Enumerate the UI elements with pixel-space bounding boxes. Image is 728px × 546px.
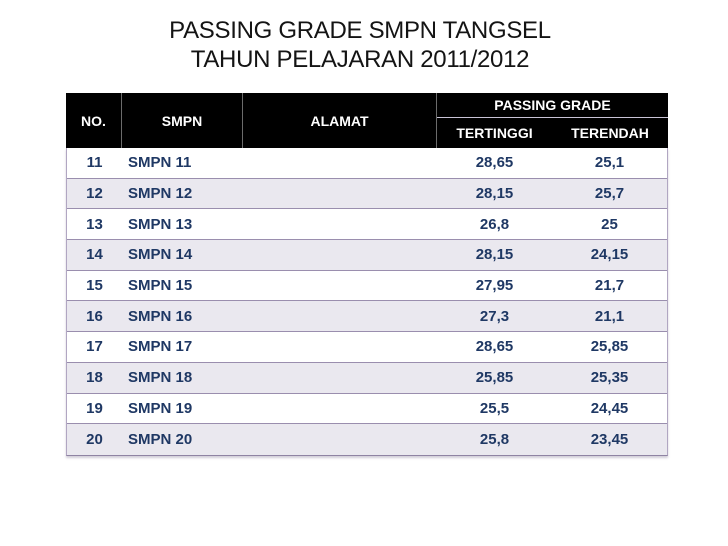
cell-terendah: 25,7 [594,185,625,203]
cell-terendah: 25,35 [590,369,629,387]
cell-alamat [243,271,437,301]
cell-alamat [243,301,437,331]
column-header-tertinggi: TERTINGGI [456,125,533,141]
table-row: 18 SMPN 18 25,85 25,35 [67,362,667,394]
cell-alamat [243,363,437,393]
cell-no: 15 [86,277,103,295]
cell-no: 14 [86,246,103,264]
cell-alamat [243,179,437,209]
cell-alamat [243,240,437,270]
cell-alamat [243,148,437,178]
cell-tertinggi: 28,65 [475,154,514,172]
cell-smpn: SMPN 11 [128,154,192,172]
cell-terendah: 24,15 [590,246,629,264]
column-header-passing-grade: PASSING GRADE [437,93,668,118]
column-header-smpn: SMPN [122,93,243,148]
cell-alamat [243,394,437,424]
table-row: 19 SMPN 19 25,5 24,45 [67,393,667,425]
cell-smpn: SMPN 17 [128,338,193,356]
table-row: 13 SMPN 13 26,8 25 [67,209,667,241]
cell-smpn: SMPN 16 [128,307,193,325]
cell-tertinggi: 25,8 [479,431,510,449]
cell-alamat [243,332,437,362]
cell-no: 12 [86,185,103,203]
cell-no: 16 [86,307,103,325]
cell-alamat [243,209,437,239]
cell-terendah: 23,45 [590,431,629,449]
cell-smpn: SMPN 13 [128,215,193,233]
cell-terendah: 25,85 [590,338,629,356]
cell-no: 11 [86,154,103,172]
slide-title: PASSING GRADE SMPN TANGSEL TAHUN PELAJAR… [0,16,720,74]
column-header-no: NO. [66,93,122,148]
cell-tertinggi: 25,5 [479,399,510,417]
cell-terendah: 24,45 [590,399,629,417]
column-header-terendah: TERENDAH [571,125,649,141]
cell-tertinggi: 28,15 [475,246,514,264]
table-row: 20 SMPN 20 25,8 23,45 [67,424,667,455]
cell-smpn: SMPN 20 [128,431,193,449]
cell-no: 18 [86,369,103,387]
cell-terendah: 21,7 [594,277,625,295]
cell-smpn: SMPN 19 [128,399,193,417]
cell-tertinggi: 28,15 [475,185,514,203]
table-row: 14 SMPN 14 28,15 24,15 [67,240,667,271]
table-row: 11 SMPN 11 28,65 25,1 [67,148,667,179]
cell-terendah: 25 [601,215,618,233]
title-line-1: PASSING GRADE SMPN TANGSEL [169,17,551,44]
cell-no: 20 [86,431,103,449]
cell-no: 17 [86,338,103,356]
cell-alamat [243,424,437,455]
title-line-2: TAHUN PELAJARAN 2011/2012 [190,46,530,73]
cell-no: 19 [86,399,103,417]
table-header: NO. SMPN ALAMAT PASSING GRADE TERTINGGI … [66,93,668,148]
cell-tertinggi: 25,85 [475,369,514,387]
cell-no: 13 [86,215,103,233]
cell-terendah: 21,1 [594,307,625,325]
passing-grade-table: NO. SMPN ALAMAT PASSING GRADE TERTINGGI … [66,93,668,456]
cell-smpn: SMPN 12 [128,185,193,203]
cell-tertinggi: 26,8 [479,215,510,233]
cell-smpn: SMPN 15 [128,277,193,295]
cell-tertinggi: 28,65 [475,338,514,356]
table-row: 16 SMPN 16 27,3 21,1 [67,301,667,333]
column-header-alamat: ALAMAT [243,93,437,148]
table-row: 17 SMPN 17 28,65 25,85 [67,332,667,363]
table-row: 12 SMPN 12 28,15 25,7 [67,178,667,210]
cell-tertinggi: 27,95 [475,277,514,295]
table-row: 15 SMPN 15 27,95 21,7 [67,270,667,302]
cell-smpn: SMPN 18 [128,369,193,387]
cell-smpn: SMPN 14 [128,246,193,264]
table-body: 11 SMPN 11 28,65 25,1 12 SMPN 12 28,15 2… [66,148,668,456]
cell-tertinggi: 27,3 [479,307,510,325]
cell-terendah: 25,1 [594,154,625,172]
